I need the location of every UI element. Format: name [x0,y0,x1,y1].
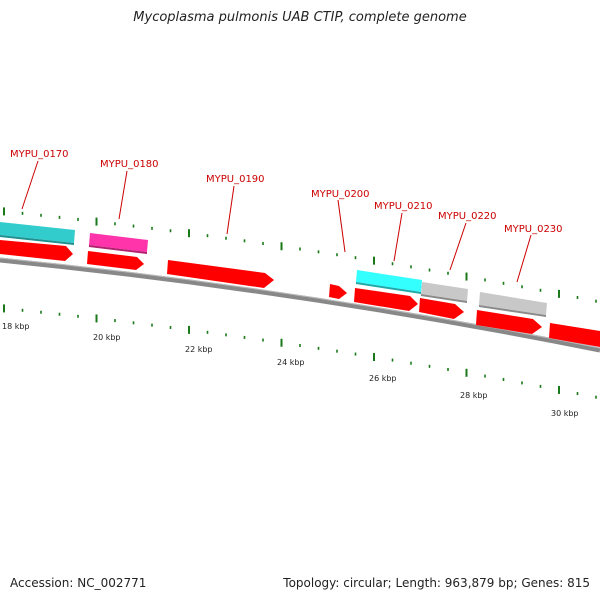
leader-line-0170 [21,160,39,210]
cds-arrow-0230 [476,310,542,334]
gene-label-0220: MYPU_0220 [438,211,497,222]
gene-label-0230: MYPU_0230 [504,224,563,235]
scale-label-group: 18 kbp 20 kbp 22 kbp 24 kbp 26 kbp 28 kb… [2,322,579,418]
scale-label-24kbp: 24 kbp [277,358,305,367]
scale-label-28kbp: 28 kbp [460,391,488,400]
teal-feature-0170-shade [0,235,74,245]
scale-label-22kbp: 22 kbp [185,345,213,354]
cds-arrow-0210 [354,288,418,311]
genome-summary-text: Topology: circular; Length: 963,879 bp; … [283,576,590,590]
gene-label-0180: MYPU_0180 [100,159,159,170]
leader-line-0220 [449,222,467,271]
genome-backbone [0,257,600,353]
gene-label-0190: MYPU_0190 [206,174,265,185]
leader-line-0230 [516,234,532,283]
genome-backbone-highlight [0,257,600,349]
cds-arrow-0170 [0,240,73,261]
feature-track [0,222,547,317]
gray-feature-0220 [421,282,468,301]
cds-arrow-0190 [167,260,274,288]
cds-track [0,240,600,347]
leader-line-0210 [393,212,403,262]
gray-feature-0230-shade [479,305,546,317]
scale-label-20kbp: 20 kbp [93,333,121,342]
cyan-feature-0210-shade [356,282,421,294]
cds-arrow-0200 [329,284,347,299]
gene-label-0210: MYPU_0210 [374,201,433,212]
gray-feature-0220-shade [421,294,467,303]
leader-line-0180 [118,170,128,220]
teal-feature-0170 [0,222,75,243]
magenta-feature-0180 [89,233,148,252]
cds-arrow-0180 [87,251,144,270]
map-title: Mycoplasma pulmonis UAB CTIP, complete g… [133,10,467,25]
gene-label-0200: MYPU_0200 [311,189,370,200]
gene-label-group: MYPU_0170 MYPU_0180 MYPU_0190 MYPU_0200 … [10,149,563,283]
scale-label-30kbp: 30 kbp [551,409,579,418]
outer-tick-track [3,207,597,303]
magenta-feature-0180-shade [89,245,147,254]
cds-arrow-0240 [549,323,600,347]
cyan-feature-0210 [356,270,422,292]
gene-label-0170: MYPU_0170 [10,149,69,160]
accession-text: Accession: NC_002771 [10,576,147,590]
leader-line-0190 [226,185,235,235]
scale-label-18kbp: 18 kbp [2,322,30,331]
scale-tick-track [3,304,597,399]
leader-line-0200 [337,199,346,253]
gray-feature-0230 [479,292,547,315]
cds-arrow-0220 [419,298,464,319]
scale-label-26kbp: 26 kbp [369,374,397,383]
